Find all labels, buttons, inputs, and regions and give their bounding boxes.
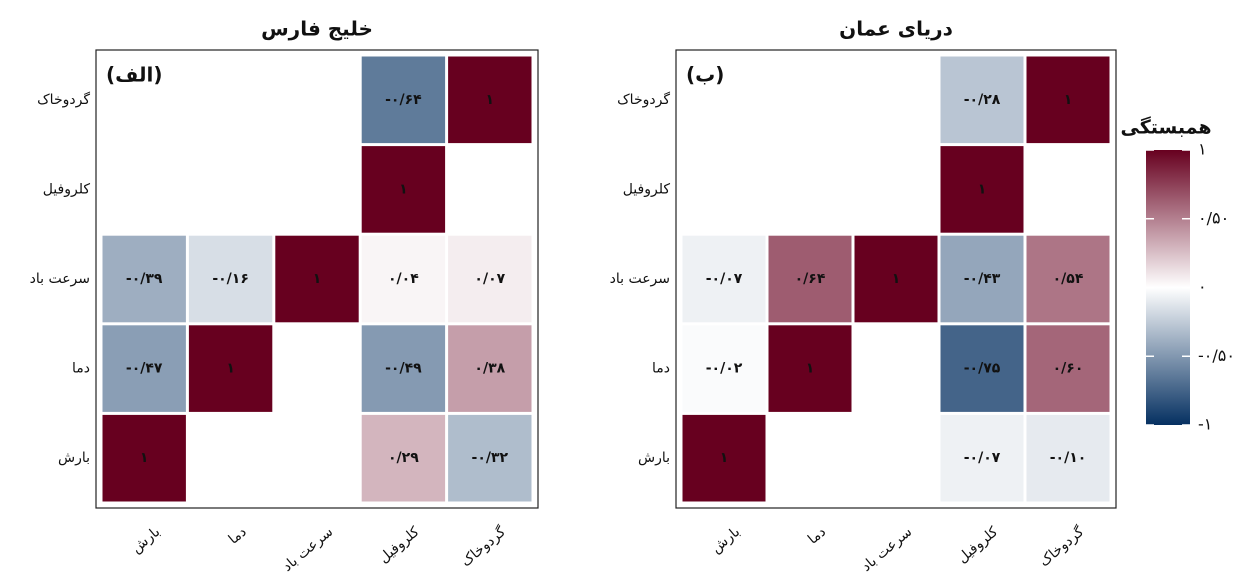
heatmap-cell (102, 325, 186, 412)
value-label: -۰/۱۰ (1050, 450, 1087, 466)
y-tick-label: گردوخاک (617, 91, 670, 108)
value-label: ۱ (140, 450, 149, 466)
colorbar-tick-label: ۰ (1198, 277, 1207, 296)
x-tick-label: بارش (708, 524, 743, 557)
heatmap-cell (940, 146, 1024, 233)
value-label: ۰/۶۰ (1053, 361, 1084, 377)
value-label: -۰/۷۵ (964, 361, 1001, 377)
value-label: -۰/۰۷ (706, 271, 743, 287)
panel-frame (95, 49, 539, 509)
value-label: ۱ (978, 181, 987, 197)
colorbar-tick-label: -۰/۵۰ (1198, 346, 1235, 365)
x-tick-label: دما (226, 524, 250, 548)
heatmap-cell (361, 325, 446, 412)
heatmap-cell (361, 146, 446, 233)
heatmap-cell (854, 235, 938, 323)
value-label: ۰/۰۷ (474, 271, 505, 287)
heatmap-cell (1026, 235, 1110, 323)
heatmap-cell (448, 325, 532, 412)
y-tick-label: دما (652, 361, 670, 377)
heatmap-cell (1026, 325, 1110, 412)
heatmap-cell (1026, 56, 1110, 144)
y-tick-label: سرعت باد (610, 271, 670, 287)
heatmap-cell (188, 325, 273, 412)
value-label: -۰/۳۹ (126, 271, 163, 287)
colorbar-tick-label: -۱ (1198, 415, 1212, 434)
value-label: ۱ (226, 361, 235, 377)
y-tick-label: کلروفیل (43, 181, 91, 197)
heatmap-cell (940, 325, 1024, 412)
value-label: -۰/۳۲ (472, 450, 509, 466)
heatmap-cell (940, 414, 1024, 502)
value-label: ۱ (720, 450, 729, 466)
value-label: -۰/۲۸ (964, 92, 1001, 108)
heatmap-cell (768, 235, 852, 323)
heatmap-cell (361, 235, 446, 323)
heatmap-cell (361, 56, 446, 144)
heatmap-cell (361, 414, 446, 502)
value-label: ۱ (806, 361, 815, 377)
x-tick-label: دما (805, 524, 829, 548)
value-label: -۰/۴۷ (126, 361, 163, 377)
heatmap-cell (448, 56, 532, 144)
heatmap-cell (682, 414, 766, 502)
heatmap-cell (102, 414, 186, 502)
y-tick-label: دما (72, 361, 90, 377)
heatmap-cell (102, 235, 186, 323)
colorbar-tick-label: ۰/۵۰ (1198, 208, 1229, 227)
y-tick-label: بارش (58, 450, 90, 466)
value-label: -۰/۰۷ (964, 450, 1001, 466)
heatmap-cell (448, 235, 532, 323)
heatmap-cell (768, 325, 852, 412)
value-label: -۰/۴۹ (385, 361, 422, 377)
heatmap-cell (682, 325, 766, 412)
heatmap-cell (940, 56, 1024, 144)
chart-title: دریای عمان (839, 17, 953, 41)
x-tick-label: سرعت باد (280, 524, 337, 575)
panel-label: (ب) (686, 63, 724, 87)
heatmap-cell (448, 414, 532, 502)
value-label: ۱ (313, 271, 322, 287)
legend-title: همبستگی (1120, 116, 1211, 139)
y-tick-label: بارش (638, 450, 670, 466)
value-label: ۰/۳۸ (474, 361, 505, 377)
value-label: -۰/۴۳ (964, 271, 1001, 287)
panel-frame (675, 49, 1117, 509)
value-label: ۱ (399, 181, 408, 197)
value-label: ۱ (1064, 92, 1073, 108)
value-label: ۱ (486, 92, 495, 108)
colorbar-tick-label: ۱ (1198, 140, 1207, 159)
x-tick-label: کلروفیل (376, 524, 423, 567)
heatmap-cell (188, 235, 273, 323)
value-label: -۰/۰۲ (706, 361, 743, 377)
value-label: ۱ (892, 271, 901, 287)
value-label: ۰/۶۴ (795, 271, 826, 287)
y-tick-label: گردوخاک (37, 91, 90, 108)
x-tick-label: بارش (129, 524, 164, 557)
chart-title: خلیج فارس (261, 17, 373, 41)
value-label: -۰/۱۶ (212, 271, 249, 287)
value-label: ۰/۲۹ (388, 450, 419, 466)
x-tick-label: گردوخاک (458, 523, 510, 570)
value-label: ۰/۵۴ (1053, 271, 1084, 287)
heatmap-cell (275, 235, 359, 323)
x-tick-label: گردوخاک (1036, 523, 1088, 570)
heatmap-cell (682, 235, 766, 323)
x-tick-label: کلروفیل (955, 524, 1002, 567)
value-label: -۰/۶۴ (385, 92, 422, 108)
value-label: ۰/۰۴ (388, 271, 419, 287)
panel-label: (الف) (106, 63, 162, 87)
x-tick-label: سرعت باد (859, 524, 916, 575)
y-tick-label: کلروفیل (623, 181, 671, 197)
heatmap-cell (1026, 414, 1110, 502)
heatmap-cell (940, 235, 1024, 323)
y-tick-label: سرعت باد (30, 271, 90, 287)
